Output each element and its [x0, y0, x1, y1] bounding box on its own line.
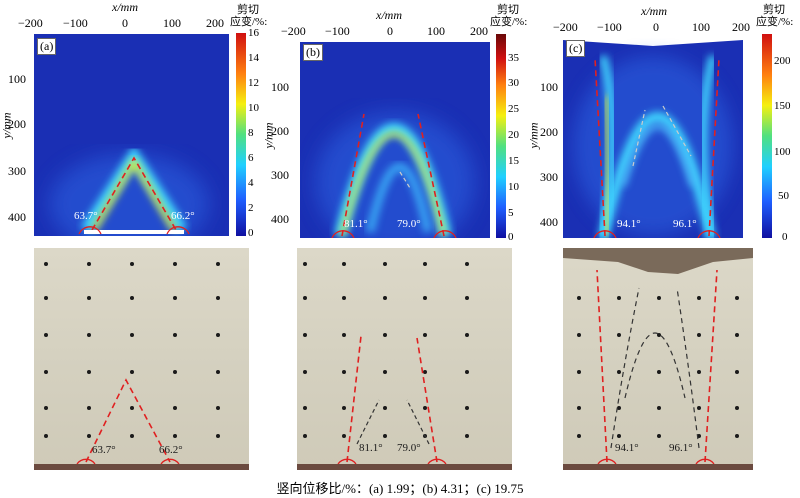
cbar-tick-a-7: 2 — [248, 202, 254, 214]
photo-angle-right-a: 66.2° — [159, 444, 183, 456]
cbar-tick-b-3: 20 — [508, 129, 519, 141]
colorbar-title-c: 剪切 应变/%: — [756, 4, 794, 28]
photo-c: 94.1° 96.1° — [563, 248, 753, 470]
cbar-tick-c-4: 0 — [782, 231, 788, 243]
y-tick-c-1: 200 — [540, 125, 558, 139]
x-tick-a-3: 100 — [163, 16, 181, 30]
photo-angle-right-c: 96.1° — [669, 442, 693, 454]
x-tick-c-1: −100 — [597, 20, 622, 34]
ground-strip-b — [297, 464, 512, 470]
surface-settlement-c — [563, 248, 753, 274]
colorbar-a — [236, 33, 246, 236]
x-axis-label-a: x/mm — [112, 0, 138, 14]
photo-overlay-b — [303, 262, 469, 465]
angle-left-c: 94.1° — [617, 218, 641, 230]
marker-dots-b — [303, 262, 469, 438]
x-tick-c-3: 100 — [692, 20, 710, 34]
angle-right-b: 79.0° — [397, 218, 421, 230]
x-tick-a-4: 200 — [206, 16, 224, 30]
x-axis-label-c: x/mm — [641, 4, 667, 18]
photo-angle-left-b: 81.1° — [359, 442, 383, 454]
colorbar-title-a: 剪切 应变/%: — [230, 4, 268, 28]
cbar-tick-c-1: 150 — [774, 100, 791, 112]
y-tick-a-3: 400 — [8, 210, 26, 224]
angle-right-a: 66.2° — [171, 210, 195, 222]
x-tick-c-2: 0 — [653, 20, 659, 34]
x-tick-b-3: 100 — [427, 24, 445, 38]
x-axis-label-b: x/mm — [376, 8, 402, 22]
marker-dots-c — [577, 296, 739, 438]
cbar-tick-b-7: 0 — [508, 231, 514, 243]
cbar-tick-b-5: 10 — [508, 181, 519, 193]
x-tick-c-4: 200 — [732, 20, 750, 34]
y-tick-a-2: 300 — [8, 164, 26, 178]
angle-left-a: 63.7° — [74, 210, 98, 222]
cbar-tick-b-0: 35 — [508, 52, 519, 64]
y-tick-c-0: 100 — [540, 80, 558, 94]
cbar-tick-a-2: 12 — [248, 77, 259, 89]
photo-a: 63.7° 66.2° — [34, 248, 249, 470]
photo-overlay-a — [44, 262, 220, 465]
angle-right-c: 96.1° — [673, 218, 697, 230]
ground-strip-c — [563, 464, 753, 470]
photo-angle-left-a: 63.7° — [92, 444, 116, 456]
photo-angle-right-b: 79.0° — [397, 442, 421, 454]
panel-label-b: (b) — [303, 44, 323, 61]
photo-b: 81.1° 79.0° — [297, 248, 512, 470]
cbar-tick-b-1: 30 — [508, 77, 519, 89]
cbar-tick-c-3: 50 — [778, 190, 789, 202]
y-tick-a-0: 100 — [8, 72, 26, 86]
angle-left-b: 81.1° — [344, 218, 368, 230]
colorbar-b — [496, 34, 506, 238]
y-tick-b-1: 200 — [271, 124, 289, 138]
cbar-tick-b-4: 15 — [508, 155, 519, 167]
colorbar-title-b: 剪切 应变/%: — [490, 4, 528, 28]
cbar-tick-c-2: 100 — [774, 146, 791, 158]
y-tick-c-3: 400 — [540, 215, 558, 229]
cbar-tick-c-0: 200 — [774, 55, 791, 67]
x-tick-b-0: −200 — [281, 24, 306, 38]
colorbar-c — [762, 34, 772, 238]
cbar-tick-b-2: 25 — [508, 103, 519, 115]
cbar-tick-a-5: 6 — [248, 152, 254, 164]
ground-strip-a — [34, 464, 249, 470]
photo-angle-left-c: 94.1° — [615, 442, 639, 454]
shear-band-b — [300, 42, 490, 238]
x-tick-b-1: −100 — [325, 24, 350, 38]
y-tick-c-2: 300 — [540, 170, 558, 184]
y-tick-b-0: 100 — [271, 80, 289, 94]
heatmap-c: (c) 94.1° 96.1° — [563, 36, 743, 238]
photo-overlay-c — [563, 248, 753, 465]
cbar-tick-a-6: 4 — [248, 177, 254, 189]
panel-label-c: (c) — [566, 40, 586, 57]
y-tick-b-3: 400 — [271, 212, 289, 226]
shear-band-a — [34, 34, 229, 236]
marker-dots-a — [44, 262, 220, 438]
figure-caption: 竖向位移比/%：(a) 1.99；(b) 4.31；(c) 19.75 — [276, 481, 524, 496]
x-tick-a-0: −200 — [18, 16, 43, 30]
x-tick-a-2: 0 — [122, 16, 128, 30]
x-tick-c-0: −200 — [553, 20, 578, 34]
cbar-tick-a-0: 16 — [248, 27, 259, 39]
cbar-tick-a-1: 14 — [248, 52, 259, 64]
shear-band-c — [563, 40, 743, 238]
y-tick-a-1: 200 — [8, 117, 26, 131]
x-tick-b-2: 0 — [387, 24, 393, 38]
heatmap-b: (b) 81.1° 79.0° — [300, 42, 490, 238]
cbar-tick-a-3: 10 — [248, 102, 259, 114]
x-tick-b-4: 200 — [470, 24, 488, 38]
panel-label-a: (a) — [37, 38, 57, 55]
heatmap-a: (a) 63.7° 66.2° — [34, 34, 229, 236]
y-tick-b-2: 300 — [271, 168, 289, 182]
x-tick-a-1: −100 — [63, 16, 88, 30]
cbar-tick-b-6: 5 — [508, 207, 514, 219]
cbar-tick-a-4: 8 — [248, 127, 254, 139]
cbar-tick-a-8: 0 — [248, 227, 254, 239]
